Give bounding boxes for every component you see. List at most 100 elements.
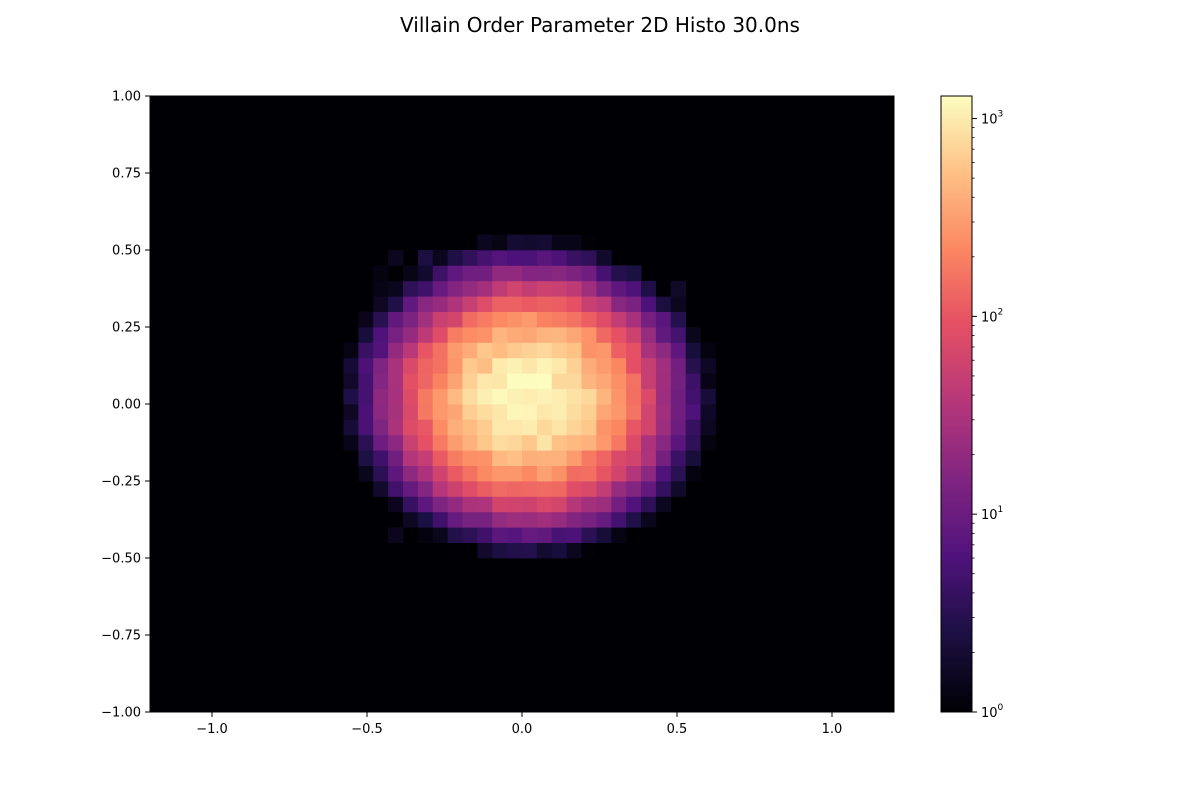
heatmap-cell xyxy=(522,296,538,312)
heatmap-cell xyxy=(536,404,553,420)
heatmap-cell xyxy=(551,527,568,543)
heatmap-cell xyxy=(402,296,419,312)
heatmap-cell xyxy=(581,527,597,543)
heatmap-cell xyxy=(343,357,359,374)
heatmap-cell xyxy=(402,327,419,343)
heatmap-cell xyxy=(462,481,478,497)
heatmap-cell xyxy=(536,481,553,497)
heatmap-cell xyxy=(492,265,508,282)
heatmap-cell xyxy=(522,527,538,543)
heatmap-cell xyxy=(626,419,642,436)
heatmap-cell xyxy=(492,342,508,359)
heatmap-cell xyxy=(462,419,478,436)
heatmap-cell xyxy=(596,388,612,405)
heatmap-cell xyxy=(655,311,672,328)
heatmap-cell xyxy=(432,342,448,359)
heatmap-cell xyxy=(581,234,597,251)
heatmap-cell xyxy=(551,342,568,359)
heatmap-cell xyxy=(507,465,523,482)
heatmap-cell xyxy=(596,404,612,420)
heatmap-cell xyxy=(581,542,597,559)
heatmap-cell xyxy=(626,481,642,497)
heatmap-cell xyxy=(566,234,582,251)
heatmap-cell xyxy=(566,434,582,451)
heatmap-cell xyxy=(432,450,448,466)
x-tick-label: −0.5 xyxy=(351,722,383,737)
heatmap-cell xyxy=(551,311,568,328)
heatmap-cell xyxy=(447,434,463,451)
heatmap-cell xyxy=(611,511,627,528)
colorbar-gradient xyxy=(941,96,972,712)
heatmap-cell xyxy=(626,511,642,528)
heatmap-cell xyxy=(566,450,582,466)
heatmap-cell xyxy=(402,496,419,513)
heatmap-cell xyxy=(536,250,553,266)
heatmap-cell xyxy=(641,327,657,343)
heatmap-cell xyxy=(402,265,419,282)
heatmap-cell xyxy=(388,296,404,312)
heatmap-cell xyxy=(566,465,582,482)
heatmap-cell xyxy=(641,388,657,405)
heatmap-cell xyxy=(655,327,672,343)
heatmap-cell xyxy=(358,404,374,420)
heatmap-cell xyxy=(373,388,389,405)
heatmap-cell xyxy=(581,419,597,436)
heatmap-cell xyxy=(596,265,612,282)
heatmap-cell xyxy=(611,280,627,297)
heatmap-cell xyxy=(596,450,612,466)
heatmap-cell xyxy=(626,327,642,343)
heatmap-cell xyxy=(432,265,448,282)
heatmap-cell xyxy=(447,419,463,436)
heatmap-cell xyxy=(522,450,538,466)
heatmap-cell xyxy=(700,434,716,451)
heatmap-cell xyxy=(447,327,463,343)
heatmap-cell xyxy=(507,511,523,528)
heatmap-cell xyxy=(417,450,434,466)
heatmap-cell xyxy=(536,311,553,328)
heatmap-cell xyxy=(626,280,642,297)
heatmap-cell xyxy=(581,250,597,266)
heatmap-cell xyxy=(655,357,672,374)
heatmap-cell xyxy=(670,296,687,312)
colorbar-frame xyxy=(940,95,973,713)
heatmap-cell xyxy=(373,296,389,312)
heatmap-cell xyxy=(447,296,463,312)
heatmap-cell xyxy=(685,373,701,389)
heatmap-cell xyxy=(566,404,582,420)
heatmap-cell xyxy=(670,388,687,405)
heatmap-cell xyxy=(566,542,582,559)
heatmap-cell xyxy=(402,280,419,297)
heatmap-cell xyxy=(522,419,538,436)
heatmap-cell xyxy=(611,342,627,359)
heatmap-cell xyxy=(566,342,582,359)
heatmap-cell xyxy=(462,280,478,297)
heatmap-cell xyxy=(551,419,568,436)
heatmap-cell xyxy=(536,357,553,374)
heatmap-cell xyxy=(388,280,404,297)
heatmap-cell xyxy=(388,357,404,374)
heatmap-cell xyxy=(566,357,582,374)
heatmap-cell xyxy=(522,542,538,559)
heatmap-cell xyxy=(566,419,582,436)
heatmap-cell xyxy=(685,342,701,359)
heatmap-cell xyxy=(641,450,657,466)
heatmap-cell xyxy=(641,296,657,312)
heatmap-cell xyxy=(373,434,389,451)
heatmap-cells xyxy=(343,234,716,559)
heatmap-cell xyxy=(477,465,493,482)
heatmap-cell xyxy=(417,419,434,436)
heatmap-cell xyxy=(432,373,448,389)
heatmap-cell xyxy=(507,481,523,497)
heatmap-cell xyxy=(417,404,434,420)
heatmap-cell xyxy=(358,311,374,328)
heatmap-cell xyxy=(522,511,538,528)
heatmap-cell xyxy=(611,527,627,543)
heatmap-cell xyxy=(655,450,672,466)
heatmap-cell xyxy=(641,465,657,482)
heatmap-cell xyxy=(432,357,448,374)
heatmap-cell xyxy=(388,404,404,420)
heatmap-cell xyxy=(477,419,493,436)
heatmap-cell xyxy=(700,388,716,405)
heatmap-cell xyxy=(417,434,434,451)
heatmap-cell xyxy=(596,311,612,328)
